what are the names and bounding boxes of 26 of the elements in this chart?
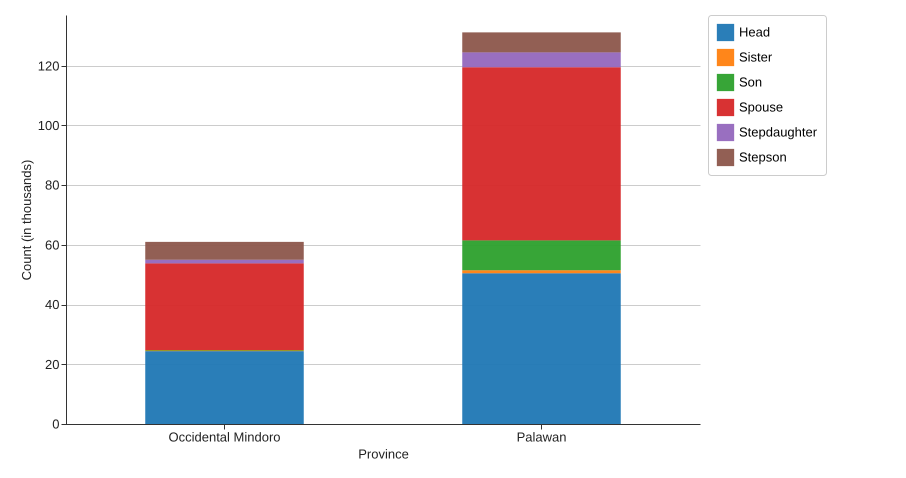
y-tick-label: 40 <box>45 297 60 312</box>
y-tick-label: 80 <box>45 178 60 193</box>
x-tick-label: Occidental Mindoro <box>168 430 280 444</box>
x-tick-label: Palawan <box>516 430 566 444</box>
legend-label: Stepson <box>739 150 787 164</box>
y-tick-label: 60 <box>45 237 60 252</box>
legend-label: Sister <box>739 50 773 64</box>
y-tick-label: 120 <box>38 58 60 74</box>
y-tick-label: 100 <box>38 118 60 133</box>
legend-label: Head <box>739 24 770 40</box>
bar <box>462 67 621 240</box>
bar <box>145 263 304 350</box>
bar <box>145 351 304 424</box>
y-tick-label: 0 <box>52 416 60 432</box>
bar <box>462 240 621 270</box>
bar <box>145 242 304 260</box>
bar <box>462 32 621 52</box>
x-axis-title: Province <box>358 446 409 462</box>
legend-label: Stepdaughter <box>739 124 818 140</box>
legend-label: Son <box>739 74 762 90</box>
bar <box>462 52 621 68</box>
bar <box>145 260 304 264</box>
legend-label: Spouse <box>739 100 784 114</box>
bar <box>462 273 621 424</box>
y-axis-title: Count (in thousands) <box>18 160 34 280</box>
y-tick-label: 20 <box>45 356 60 372</box>
